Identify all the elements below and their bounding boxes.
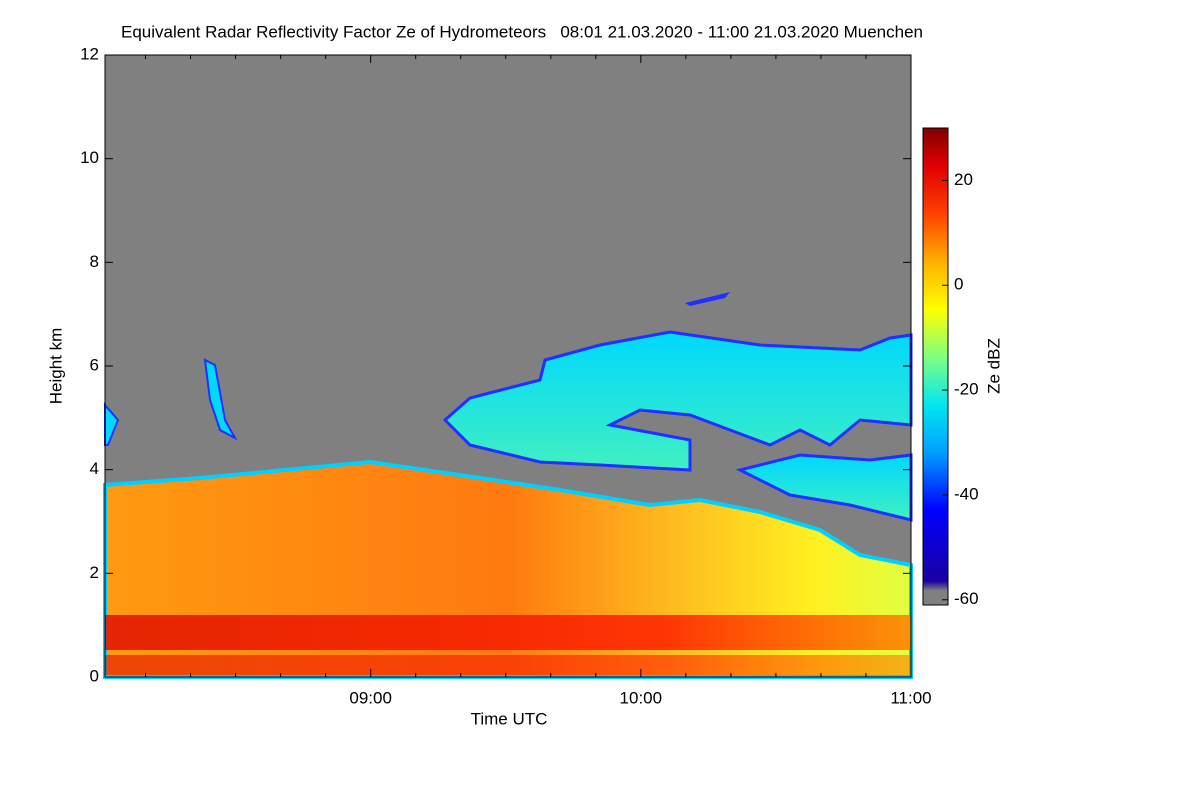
y-axis-label: Height km	[46, 328, 65, 405]
y-tick-label: 8	[90, 252, 99, 271]
y-tick-label: 2	[90, 563, 99, 582]
colorbar-tick-label: -60	[954, 589, 979, 608]
x-tick-label: 11:00	[890, 688, 931, 707]
y-tick-label: 12	[80, 44, 99, 63]
colorbar-tick-label: 20	[954, 170, 973, 189]
x-axis-label: Time UTC	[471, 709, 548, 728]
x-tick-label: 09:00	[349, 688, 392, 707]
colorbar-tick-label: 0	[954, 275, 963, 294]
x-tick-label: 10:00	[620, 688, 663, 707]
colorbar-tick-label: -20	[954, 380, 979, 399]
y-tick-label: 0	[90, 666, 99, 685]
y-tick-label: 6	[90, 355, 99, 374]
y-tick-label: 4	[90, 459, 99, 478]
y-tick-label: 10	[80, 148, 99, 167]
chart-title: Equivalent Radar Reflectivity Factor Ze …	[121, 22, 923, 41]
colorbar	[922, 127, 949, 606]
colorbar-tick-label: -40	[954, 484, 979, 503]
colorbar-label: Ze dBZ	[984, 338, 1003, 394]
heatmap	[103, 54, 913, 679]
